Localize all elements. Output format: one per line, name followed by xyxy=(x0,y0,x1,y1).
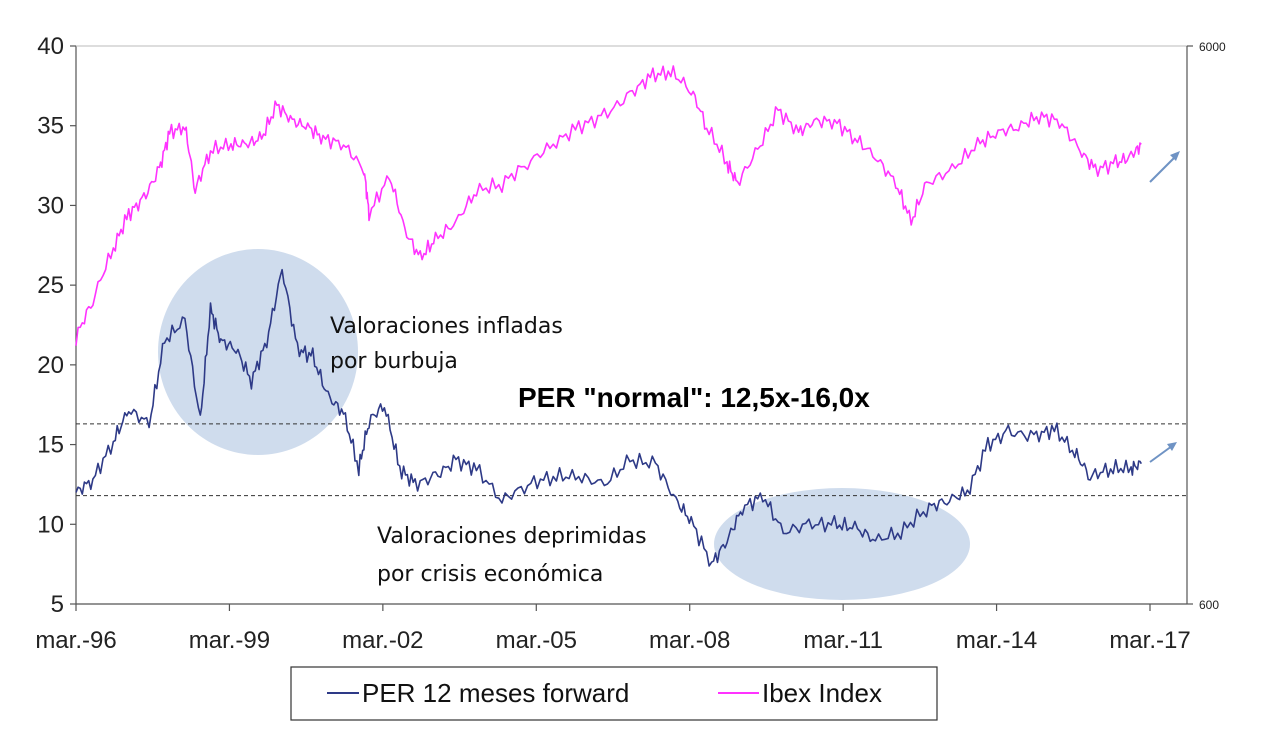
x-tick-label: mar.-05 xyxy=(496,627,577,654)
y-tick-label: 35 xyxy=(37,113,64,140)
y2-tick-label: 6000 xyxy=(1199,40,1226,54)
per-trend-arrow-icon xyxy=(1149,442,1177,463)
ibex-trend-arrow-icon xyxy=(1149,151,1180,183)
x-tick-label: mar.-11 xyxy=(803,627,883,654)
y-tick-label: 15 xyxy=(37,432,64,459)
y-tick-label: 25 xyxy=(37,272,64,299)
normal-band-label: PER "normal": 12,5x-16,0x xyxy=(518,382,870,413)
y-tick-label: 10 xyxy=(37,511,64,538)
series-line-ibex xyxy=(75,65,1142,346)
legend-box xyxy=(290,666,938,721)
x-tick-label: mar.-02 xyxy=(342,627,423,654)
y-tick-label: 20 xyxy=(37,352,64,379)
y-tick-label: 40 xyxy=(37,33,64,60)
crisis-highlight xyxy=(714,488,970,600)
x-tick-label: mar.-17 xyxy=(1109,627,1190,654)
annotation-inflated-line1: Valoraciones infladas xyxy=(330,314,563,339)
x-tick-label: mar.-14 xyxy=(956,627,1037,654)
normal-band-group xyxy=(76,423,1187,497)
annotation-depressed-line2: por crisis económica xyxy=(377,562,603,587)
axes-group: 5 10 15 20 25 30 35 40 600 6000 mar.-96 mar.-99 mar.… xyxy=(35,33,1226,654)
series-layer xyxy=(75,65,1142,567)
y-tick-label: 30 xyxy=(37,192,64,219)
y2-tick-label: 600 xyxy=(1199,598,1219,612)
y-tick-label: 5 xyxy=(51,591,64,618)
annotation-inflated-line2: por burbuja xyxy=(330,349,458,374)
series-line-per xyxy=(75,268,1142,567)
x-tick-label: mar.-96 xyxy=(35,627,116,654)
bubble-highlight xyxy=(158,249,358,455)
annotation-depressed-line1: Valoraciones deprimidas xyxy=(377,524,647,549)
legend-label-per: PER 12 meses forward xyxy=(362,678,629,708)
legend: PER 12 meses forward Ibex Index xyxy=(290,666,938,721)
x-tick-label: mar.-08 xyxy=(649,627,730,654)
legend-label-ibex: Ibex Index xyxy=(762,678,882,708)
x-tick-label: mar.-99 xyxy=(189,627,270,654)
